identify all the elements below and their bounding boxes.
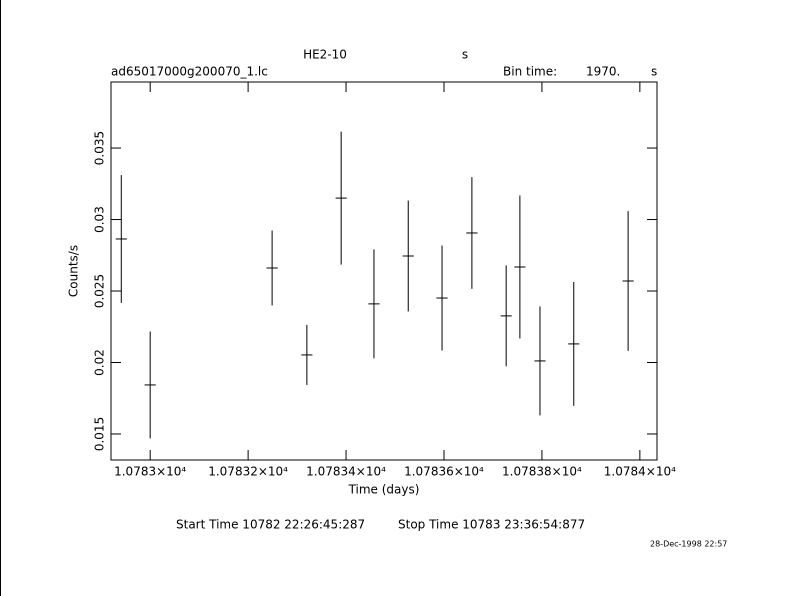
y-tick-label: 0.025 [93,274,107,308]
y-tick-label: 0.035 [93,131,107,165]
plot-frame [110,81,658,461]
x-tick-label: 1.07832×10⁴ [208,465,288,479]
stop-time: Stop Time 10783 23:36:54:877 [398,518,585,532]
x-tick-label: 1.0783×10⁴ [114,465,186,479]
timestamp: 28-Dec-1998 22:57 [650,540,727,549]
y-axis-label: Counts/s [67,245,81,297]
x-axis-label: Time (days) [348,483,420,497]
bin-time-label: Bin time: [503,65,557,79]
start-time: Start Time 10782 22:26:45:287 [176,518,365,532]
file-name: ad65017000g200070_1.lc [111,65,268,79]
y-tick-label: 0.02 [93,349,107,376]
title-unit: s [462,48,468,62]
x-tick-label: 1.0784×10⁴ [604,465,676,479]
y-tick-label: 0.03 [93,206,107,233]
x-tick-label: 1.07838×10⁴ [502,465,582,479]
chart-title: HE2-10 [303,48,347,62]
bin-time: 1970. [586,65,620,79]
x-tick-label: 1.07836×10⁴ [404,465,484,479]
y-tick-label: 0.015 [93,417,107,451]
bin-time-unit: s [651,65,657,79]
x-tick-label: 1.07834×10⁴ [306,465,386,479]
